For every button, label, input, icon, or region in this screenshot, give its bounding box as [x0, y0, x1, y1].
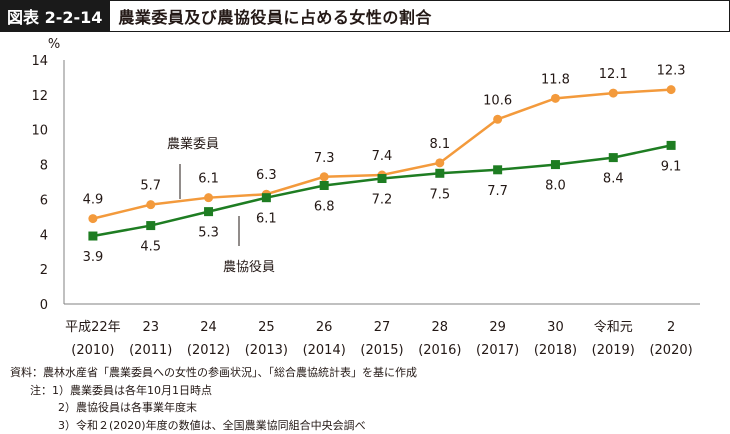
data-point	[319, 180, 329, 190]
data-label: 12.3	[657, 64, 686, 79]
note-2: 2）農協役員は各事業年度末	[58, 401, 197, 414]
data-point	[550, 160, 560, 170]
x-tick-label-year: (2019)	[592, 343, 635, 358]
data-point	[550, 93, 560, 103]
data-label: 7.4	[372, 149, 393, 164]
x-tick-label-year: (2016)	[418, 343, 461, 358]
note-1: 注：1）農業委員は各年10月1日時点	[30, 383, 212, 397]
data-point	[435, 158, 445, 168]
x-tick-label-year: (2020)	[649, 343, 692, 358]
data-label: 11.8	[541, 72, 570, 87]
data-point	[261, 193, 271, 203]
data-label: 6.8	[314, 199, 335, 214]
y-tick-label: 12	[31, 89, 48, 104]
data-label: 9.1	[661, 159, 682, 174]
data-label: 10.6	[483, 93, 512, 108]
x-tick-label: 2	[667, 320, 675, 335]
y-tick-label: 0	[40, 298, 48, 313]
y-tick-label: 8	[40, 159, 48, 174]
data-label: 3.9	[83, 250, 104, 265]
data-point	[493, 165, 503, 175]
note-3: 3）令和２(2020)年度の数値は、全国農業協同組合中央会調べ	[58, 418, 366, 432]
x-tick-label-year: (2013)	[245, 343, 288, 358]
x-tick-label-year: (2010)	[71, 343, 114, 358]
data-label: 6.1	[198, 172, 219, 187]
data-label: 12.1	[599, 67, 628, 82]
x-tick-label: 30	[547, 320, 564, 335]
series-label-1: 農業委員	[167, 136, 219, 152]
data-label: 8.0	[545, 179, 566, 194]
data-point	[435, 168, 445, 178]
data-label: 7.5	[429, 187, 450, 202]
source-note: 資料：農林水産省「農業委員への女性の参画状況」、「総合農協統計表」を基に作成	[10, 366, 417, 379]
x-tick-label: 平成22年	[65, 320, 121, 335]
figure-title: 農業委員及び農協役員に占める女性の割合	[118, 8, 432, 27]
y-axis-unit: %	[48, 37, 60, 52]
notes: 資料：農林水産省「農業委員への女性の参画状況」、「総合農協統計表」を基に作成 注…	[10, 364, 417, 434]
y-tick-label: 14	[31, 54, 48, 69]
data-point	[204, 193, 214, 203]
data-label: 7.2	[372, 193, 393, 208]
data-label: 8.1	[429, 137, 450, 152]
x-tick-label: 26	[316, 320, 333, 335]
x-tick-label: 28	[432, 320, 449, 335]
data-point	[146, 200, 156, 210]
x-tick-label-year: (2017)	[476, 343, 519, 358]
x-tick-label-year: (2018)	[534, 343, 577, 358]
x-tick-label: 23	[142, 320, 159, 335]
data-point	[319, 172, 329, 182]
data-point	[608, 88, 618, 98]
data-point	[666, 140, 676, 150]
y-tick-label: 6	[40, 193, 48, 208]
x-tick-label-year: (2015)	[360, 343, 403, 358]
data-point	[88, 214, 98, 224]
data-label: 5.3	[198, 226, 219, 241]
y-tick-label: 10	[31, 124, 48, 139]
data-point	[204, 207, 214, 217]
data-point	[146, 221, 156, 231]
series-label-2: 農協役員	[223, 260, 275, 275]
x-tick-label-year: (2014)	[303, 343, 346, 358]
data-label: 4.9	[83, 193, 104, 208]
data-point	[666, 85, 676, 95]
figure-label: 図表 2-2-14	[1, 1, 111, 31]
x-tick-label-year: (2012)	[187, 343, 230, 358]
y-tick-label: 4	[40, 228, 48, 243]
x-tick-label: 25	[258, 320, 275, 335]
x-tick-label: 令和元	[594, 320, 633, 335]
data-label: 5.7	[140, 179, 161, 194]
data-label: 7.3	[314, 151, 335, 166]
data-label: 6.1	[256, 212, 277, 227]
data-label: 4.5	[140, 240, 161, 255]
data-point	[377, 174, 387, 184]
x-tick-label: 24	[200, 320, 217, 335]
data-point	[88, 231, 98, 241]
x-tick-label-year: (2011)	[129, 343, 172, 358]
x-tick-label: 27	[374, 320, 391, 335]
data-point	[493, 114, 503, 124]
x-tick-label: 29	[489, 320, 506, 335]
line-chart: 02468101214%平成22年(2010)23(2011)24(2012)2…	[31, 37, 700, 358]
figure-header: 図表 2-2-14 農業委員及び農協役員に占める女性の割合	[0, 0, 730, 32]
data-label: 7.7	[487, 184, 508, 199]
data-label: 6.3	[256, 168, 277, 183]
data-label: 8.4	[603, 172, 624, 187]
data-point	[608, 153, 618, 163]
y-tick-label: 2	[40, 263, 48, 278]
